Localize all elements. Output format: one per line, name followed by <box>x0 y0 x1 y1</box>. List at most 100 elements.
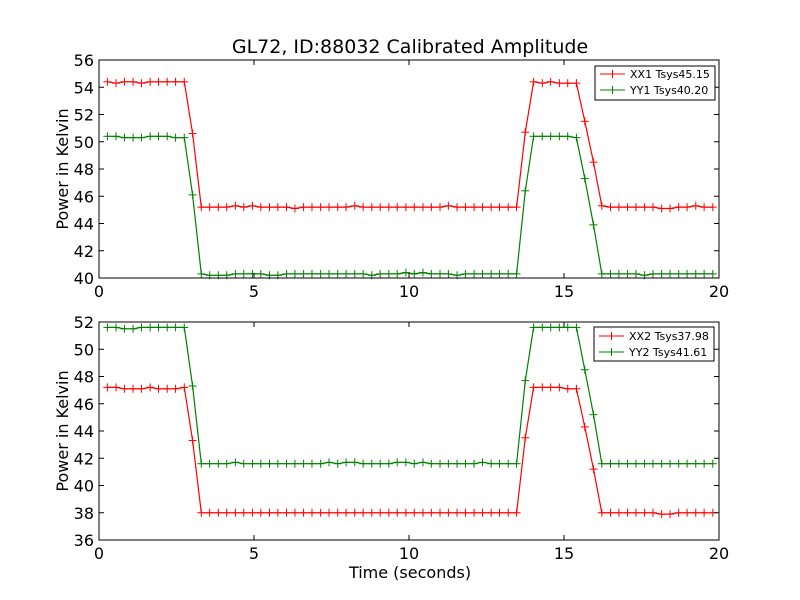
top-point-xx1 <box>691 201 700 210</box>
top-legend-box <box>594 65 716 101</box>
bottom-point-xx2 <box>597 508 606 517</box>
top-point-yy1 <box>427 269 436 278</box>
bottom-point-yy2 <box>572 323 581 332</box>
chart-title: GL72, ID:88032 Calibrated Amplitude <box>232 36 588 58</box>
top-point-yy1 <box>316 269 325 278</box>
bottom-point-yy2 <box>478 458 487 467</box>
bottom-point-yy2 <box>597 459 606 468</box>
top-point-yy1 <box>112 132 121 141</box>
top-point-xx1 <box>700 203 709 212</box>
bottom-point-yy2 <box>538 323 547 332</box>
bottom-point-yy2 <box>214 459 223 468</box>
bottom-point-yy2 <box>427 459 436 468</box>
bottom-point-yy2 <box>504 459 513 468</box>
bottom-point-xx2 <box>163 384 172 393</box>
bottom-point-yy2 <box>171 323 180 332</box>
top-point-yy1 <box>580 174 589 183</box>
bottom-y-tick-label: 40 <box>74 477 94 496</box>
top-point-yy1 <box>146 132 155 141</box>
top-y-tick-label: 42 <box>74 242 94 261</box>
top-y-tick-label: 50 <box>74 133 94 152</box>
bottom-point-xx2 <box>683 508 692 517</box>
top-point-yy1 <box>512 269 521 278</box>
top-panel: 0 5 10 15 20 40 42 44 46 48 50 52 54 56 Power in Kelv… <box>53 51 729 301</box>
bottom-series-group <box>103 323 717 519</box>
bottom-ticks: 0 5 10 15 20 36 38 40 42 44 46 48 50 52 <box>74 313 730 563</box>
bottom-point-yy2 <box>700 459 709 468</box>
bottom-point-yy2 <box>623 459 632 468</box>
top-point-xx1 <box>137 79 146 88</box>
bottom-point-yy2 <box>367 459 376 468</box>
bottom-y-tick-label: 52 <box>74 313 94 332</box>
top-x-tick-label: 15 <box>554 282 574 301</box>
bottom-point-yy2 <box>307 459 316 468</box>
top-point-xx1 <box>666 204 675 213</box>
top-point-xx1 <box>674 203 683 212</box>
bottom-point-xx2 <box>214 508 223 517</box>
top-point-xx1 <box>273 203 282 212</box>
top-point-yy1 <box>597 269 606 278</box>
top-point-yy1 <box>631 269 640 278</box>
top-point-yy1 <box>333 269 342 278</box>
bottom-point-xx2 <box>589 465 598 474</box>
top-point-xx1 <box>333 203 342 212</box>
top-point-xx1 <box>708 203 717 212</box>
bottom-point-yy2 <box>461 459 470 468</box>
top-point-xx1 <box>444 201 453 210</box>
bottom-point-xx2 <box>350 508 359 517</box>
bottom-point-yy2 <box>265 459 274 468</box>
bottom-point-xx2 <box>529 383 538 392</box>
bottom-point-yy2 <box>273 459 282 468</box>
top-legend-label-xx1: XX1 Tsys45.15 <box>630 68 710 81</box>
bottom-point-xx2 <box>188 436 197 445</box>
bottom-x-tick-label: 5 <box>249 544 259 563</box>
top-point-yy1 <box>401 268 410 277</box>
bottom-point-xx2 <box>265 508 274 517</box>
bottom-point-xx2 <box>393 508 402 517</box>
top-point-xx1 <box>478 203 487 212</box>
top-point-yy1 <box>487 269 496 278</box>
top-point-yy1 <box>606 269 615 278</box>
top-point-yy1 <box>683 269 692 278</box>
bottom-y-axis-label: Power in Kelvin <box>53 370 72 491</box>
top-point-yy1 <box>376 269 385 278</box>
top-point-yy1 <box>103 132 112 141</box>
bottom-point-xx2 <box>648 508 657 517</box>
top-point-xx1 <box>418 203 427 212</box>
top-point-yy1 <box>359 269 368 278</box>
bottom-point-xx2 <box>606 508 615 517</box>
bottom-point-yy2 <box>384 459 393 468</box>
bottom-point-yy2 <box>316 459 325 468</box>
bottom-point-yy2 <box>342 458 351 467</box>
top-point-yy1 <box>444 269 453 278</box>
bottom-point-xx2 <box>112 383 121 392</box>
top-point-yy1 <box>188 190 197 199</box>
top-point-yy1 <box>572 133 581 142</box>
top-point-xx1 <box>171 77 180 86</box>
top-point-xx1 <box>188 129 197 138</box>
top-point-xx1 <box>146 77 155 86</box>
bottom-point-yy2 <box>487 459 496 468</box>
bottom-x-tick-label: 20 <box>709 544 729 563</box>
bottom-point-xx2 <box>436 508 444 517</box>
top-y-tick-label: 48 <box>74 160 94 179</box>
bottom-point-xx2 <box>282 508 291 517</box>
bottom-point-xx2 <box>444 508 453 517</box>
bottom-point-xx2 <box>478 508 487 517</box>
top-point-yy1 <box>700 269 709 278</box>
bottom-point-xx2 <box>384 508 393 517</box>
top-point-yy1 <box>410 269 419 278</box>
bottom-point-xx2 <box>401 508 410 517</box>
top-point-yy1 <box>248 269 257 278</box>
top-point-xx1 <box>307 203 316 212</box>
bottom-point-yy2 <box>137 323 146 332</box>
top-point-xx1 <box>657 204 666 213</box>
bottom-y-tick-label: 50 <box>74 340 94 359</box>
bottom-point-xx2 <box>700 508 709 517</box>
bottom-point-xx2 <box>222 508 231 517</box>
bottom-point-yy2 <box>359 459 368 468</box>
top-point-xx1 <box>222 203 231 212</box>
top-point-xx1 <box>589 158 598 167</box>
top-point-xx1 <box>393 203 402 212</box>
bottom-point-xx2 <box>470 508 479 517</box>
